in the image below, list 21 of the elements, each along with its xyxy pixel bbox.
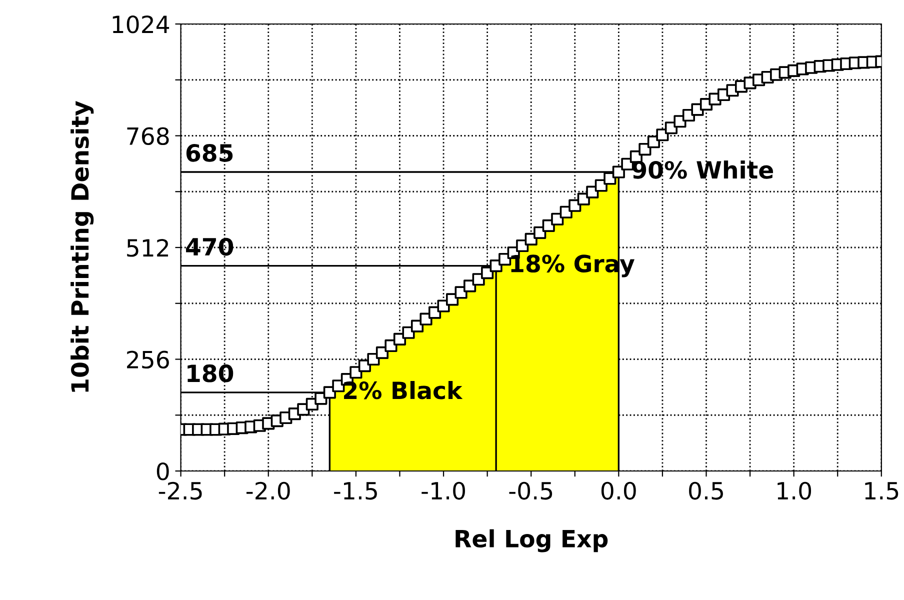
x-axis-title: Rel Log Exp — [456, 529, 608, 552]
x-tick-label: -1.5 — [334, 482, 377, 500]
x-tick-label: -0.5 — [509, 482, 552, 500]
y-tick-label: 256 — [127, 350, 169, 369]
x-tick-label: -2.0 — [246, 482, 290, 500]
annotation: 2% Black — [344, 381, 463, 400]
y-tick-label: 1024 — [112, 15, 170, 34]
x-tick-label: 1.0 — [778, 482, 812, 500]
x-tick-label: 0.5 — [689, 482, 723, 500]
annotation: 685 — [186, 144, 233, 162]
y-axis-title: 10bit Printing Density — [70, 101, 94, 392]
x-tick-label: -2.5 — [158, 482, 202, 500]
annotation: 470 — [186, 238, 234, 256]
x-tick-label: 0.0 — [601, 482, 636, 500]
x-tick-label: 1.5 — [865, 482, 898, 500]
annotation: 180 — [188, 364, 234, 382]
y-tick-label: 768 — [127, 127, 169, 146]
annotation: 90% White — [632, 160, 774, 179]
y-tick-label: 0 — [156, 462, 169, 480]
x-tick-label: -1.0 — [422, 482, 465, 500]
y-tick-label: 512 — [127, 238, 168, 257]
